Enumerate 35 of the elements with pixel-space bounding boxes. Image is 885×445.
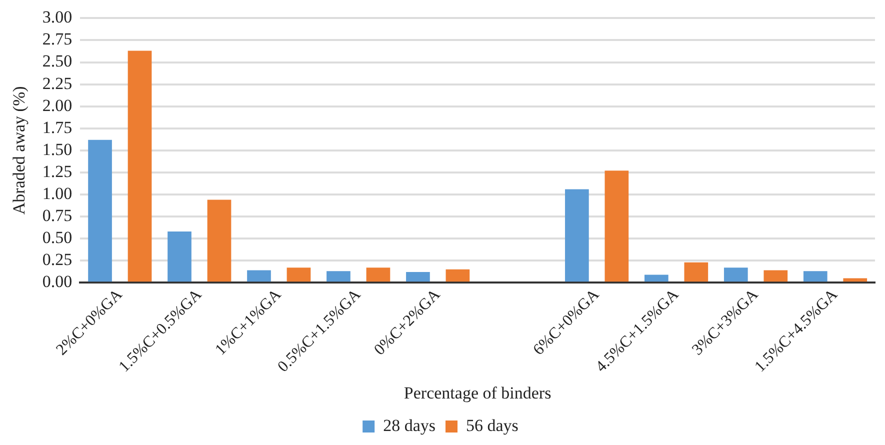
y-tick-label: 1.00: [42, 184, 72, 203]
y-tick-label: 1.25: [42, 162, 72, 181]
y-tick-label: 0.75: [42, 206, 72, 225]
bar: [803, 271, 828, 282]
y-tick-label: 1.50: [42, 140, 72, 159]
y-tick-label: 1.75: [42, 118, 72, 137]
bar: [406, 272, 430, 282]
bar: [326, 271, 350, 282]
bar: [128, 50, 152, 282]
y-tick-label: 2.25: [42, 74, 72, 93]
bar: [366, 268, 390, 282]
bar: [604, 170, 629, 282]
bar: [286, 268, 311, 282]
y-tick-label: 2.50: [42, 52, 72, 71]
legend-label: 28 days: [383, 416, 436, 435]
bar: [644, 274, 668, 282]
bar: [684, 262, 708, 282]
y-tick-label: 2.00: [42, 96, 72, 115]
y-tick-label: 0.00: [42, 272, 72, 292]
bar: [88, 140, 112, 282]
bar: [168, 232, 192, 282]
legend-label: 56 days: [466, 416, 518, 435]
y-tick-label: 3.00: [42, 8, 72, 27]
bar: [446, 269, 470, 282]
bar: [843, 278, 868, 282]
bar: [247, 270, 271, 282]
y-axis-title: Abraded away (%): [10, 86, 29, 215]
y-tick-label: 0.25: [42, 250, 72, 270]
y-tick-label: 2.75: [42, 30, 72, 49]
bar: [764, 270, 788, 282]
x-axis-title: Percentage of binders: [404, 383, 552, 402]
bar: [565, 189, 589, 282]
bar: [207, 200, 232, 282]
y-tick-label: 0.50: [42, 228, 72, 248]
bar: [724, 268, 748, 282]
